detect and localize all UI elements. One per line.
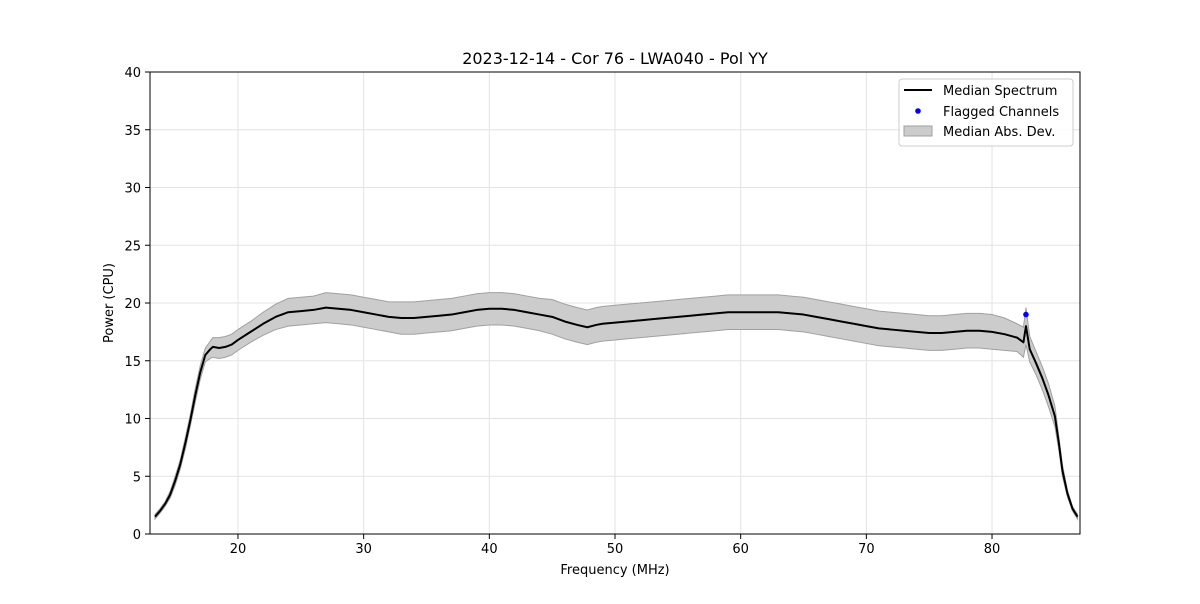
x-tick-label: 40 — [481, 542, 498, 557]
legend-flagged-swatch — [915, 108, 921, 114]
y-axis-ticks: 0 5 10 15 20 25 30 35 40 — [124, 66, 150, 543]
y-tick-label: 5 — [133, 470, 141, 485]
chart-title: 2023-12-14 - Cor 76 - LWA040 - Pol YY — [462, 49, 768, 68]
mad-band-layer — [154, 292, 1078, 521]
y-axis-label: Power (CPU) — [102, 263, 117, 343]
x-axis-ticks: 20 30 40 50 60 70 80 — [230, 534, 1001, 557]
y-tick-label: 20 — [124, 297, 141, 312]
x-tick-label: 60 — [732, 542, 749, 557]
y-tick-label: 30 — [124, 182, 141, 197]
y-tick-label: 10 — [124, 413, 141, 428]
x-tick-label: 50 — [607, 542, 624, 557]
x-axis-label: Frequency (MHz) — [560, 563, 669, 578]
flagged-channel-point — [1023, 311, 1029, 318]
legend-median-label: Median Spectrum — [943, 84, 1057, 99]
x-tick-label: 20 — [230, 542, 247, 557]
y-tick-label: 40 — [124, 66, 141, 81]
legend-flagged-label: Flagged Channels — [943, 105, 1059, 120]
flagged-channels-layer — [1023, 311, 1029, 318]
legend: Median Spectrum Flagged Channels Median … — [898, 78, 1074, 147]
y-tick-label: 0 — [133, 528, 141, 543]
mad-band — [154, 292, 1078, 521]
y-tick-label: 35 — [124, 124, 141, 139]
y-tick-label: 15 — [124, 355, 141, 370]
x-tick-label: 30 — [355, 542, 372, 557]
legend-box — [898, 78, 1074, 147]
x-tick-label: 70 — [858, 542, 875, 557]
x-tick-label: 80 — [984, 542, 1001, 557]
median-spectrum-line — [154, 306, 1079, 518]
median-spectrum-layer — [154, 306, 1079, 518]
legend-mad-label: Median Abs. Dev. — [943, 125, 1055, 140]
legend-mad-swatch — [903, 125, 933, 137]
y-tick-label: 25 — [124, 239, 141, 254]
